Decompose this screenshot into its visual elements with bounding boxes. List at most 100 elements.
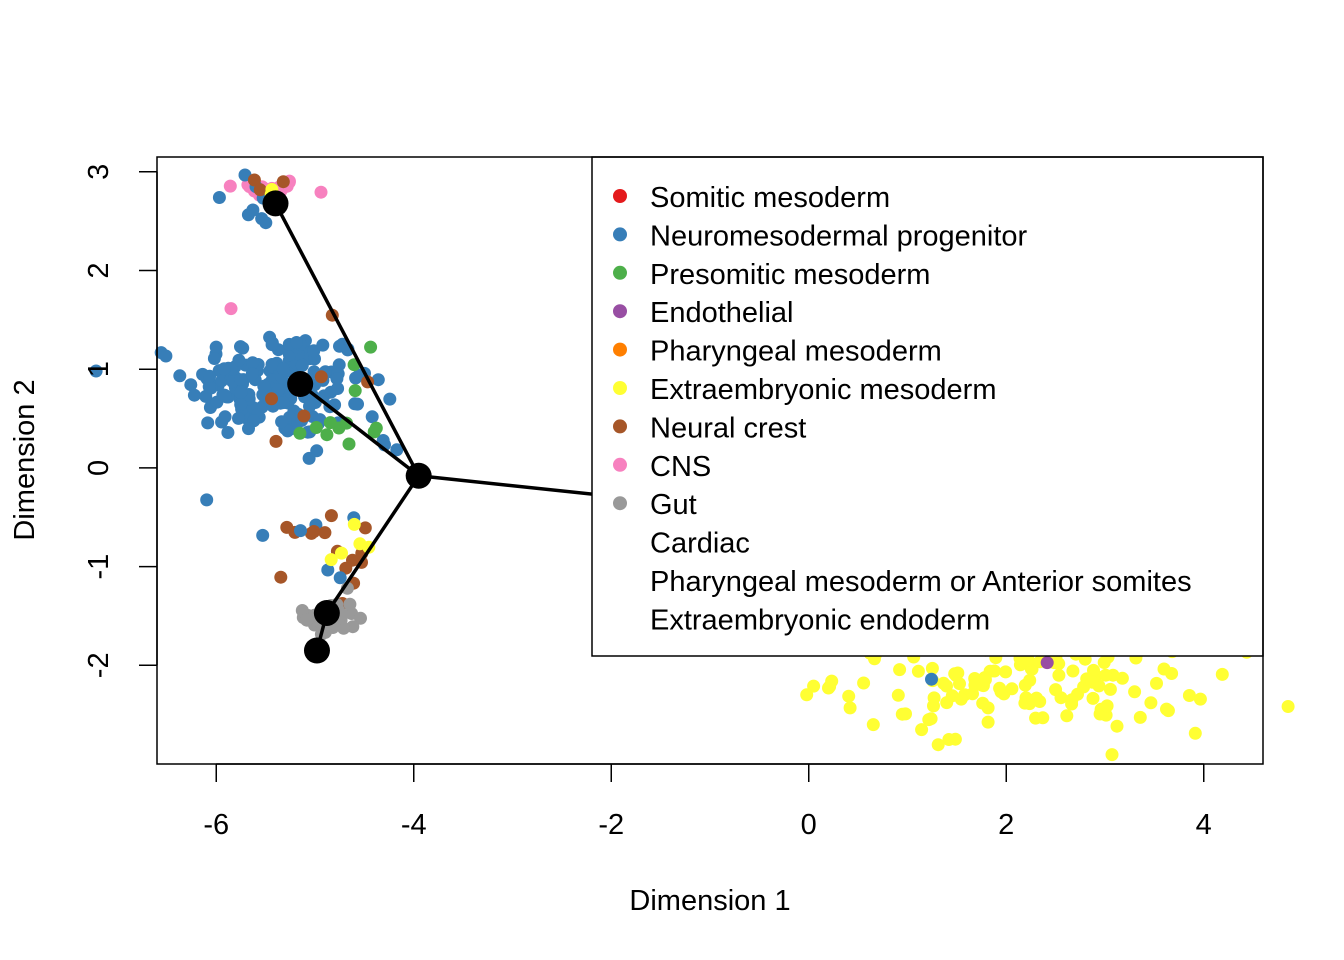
data-point	[364, 340, 378, 354]
data-point	[232, 411, 245, 425]
data-point	[321, 563, 335, 577]
data-point	[981, 715, 995, 729]
data-point	[255, 212, 269, 226]
data-point	[348, 384, 362, 398]
x-tick-label: 4	[1196, 809, 1212, 841]
y-tick-label: 2	[83, 262, 115, 278]
data-point	[331, 382, 345, 395]
y-axis-title: Dimension 2	[9, 379, 41, 540]
legend-marker	[613, 304, 627, 319]
legend-marker	[613, 342, 627, 357]
data-point	[303, 399, 316, 413]
legend-label: Pharyngeal mesoderm or Anterior somites	[650, 566, 1192, 598]
data-point	[968, 678, 982, 692]
data-point	[390, 443, 404, 457]
data-point	[800, 688, 814, 702]
legend-label: Extraembryonic mesoderm	[650, 374, 997, 406]
data-point	[891, 688, 905, 702]
data-point	[330, 372, 344, 386]
x-tick-label: -2	[598, 809, 624, 841]
data-point	[320, 428, 334, 442]
data-point	[931, 738, 945, 752]
data-point	[999, 665, 1013, 679]
data-point	[993, 681, 1007, 695]
data-point	[203, 369, 217, 383]
data-point	[246, 203, 260, 217]
data-point	[293, 426, 307, 440]
data-point	[324, 509, 338, 523]
legend-marker	[613, 419, 627, 434]
data-point	[940, 679, 953, 693]
data-point	[1103, 682, 1117, 696]
data-point	[335, 546, 348, 560]
data-point	[348, 397, 362, 411]
data-point	[265, 358, 279, 371]
data-point	[275, 415, 289, 429]
legend-label: Cardiac	[650, 528, 750, 560]
data-point	[309, 421, 323, 434]
y-tick-label: 0	[83, 460, 115, 476]
data-point	[954, 692, 968, 706]
trajectory-node	[262, 190, 289, 217]
data-point	[1157, 662, 1171, 676]
data-point	[1026, 693, 1040, 707]
data-point	[927, 691, 941, 705]
data-point	[1085, 675, 1099, 689]
data-point	[358, 521, 372, 535]
data-point	[281, 424, 295, 438]
x-tick-label: -4	[401, 809, 427, 841]
data-point	[1281, 700, 1295, 713]
data-point	[343, 597, 357, 611]
data-point	[1144, 696, 1158, 710]
data-point	[280, 520, 294, 534]
data-point	[925, 672, 938, 686]
data-point	[274, 570, 288, 584]
data-point	[276, 396, 290, 410]
data-point	[354, 611, 367, 625]
data-point	[234, 385, 248, 399]
data-point	[297, 409, 311, 423]
legend-marker	[613, 227, 627, 242]
data-point	[253, 183, 267, 197]
data-point	[866, 718, 880, 732]
data-point	[245, 367, 259, 381]
data-point	[1097, 656, 1111, 669]
data-point	[825, 674, 839, 688]
data-point	[1128, 685, 1142, 699]
data-point	[1065, 693, 1079, 707]
data-point	[976, 696, 990, 710]
y-tick-label: -1	[83, 554, 115, 580]
data-point	[290, 336, 303, 349]
data-point	[857, 676, 871, 690]
data-point	[324, 553, 338, 567]
data-point	[940, 696, 954, 710]
data-point	[842, 689, 856, 703]
data-point	[209, 340, 223, 354]
data-point	[333, 571, 347, 585]
trajectory-edge	[273, 202, 421, 477]
data-point	[187, 388, 201, 402]
data-point	[1133, 710, 1147, 724]
legend-label: Neural crest	[650, 412, 806, 444]
data-point	[1052, 668, 1066, 682]
data-point	[1150, 676, 1163, 690]
trajectory-node	[313, 599, 340, 626]
data-point	[224, 302, 238, 316]
trajectory-edge	[325, 474, 421, 614]
points-layer	[89, 168, 1295, 762]
legend-marker	[613, 457, 627, 472]
data-point	[1023, 673, 1037, 687]
data-point	[218, 410, 232, 424]
data-point	[318, 526, 332, 540]
data-point	[276, 362, 290, 376]
legend-marker	[613, 496, 627, 511]
data-point	[1182, 689, 1196, 702]
data-point	[342, 437, 356, 451]
y-tick-label: 3	[83, 164, 115, 180]
data-point	[265, 338, 279, 352]
data-point	[922, 713, 936, 727]
data-point	[353, 537, 367, 551]
data-point	[1054, 691, 1068, 705]
data-point	[294, 524, 307, 538]
data-point	[236, 341, 250, 355]
